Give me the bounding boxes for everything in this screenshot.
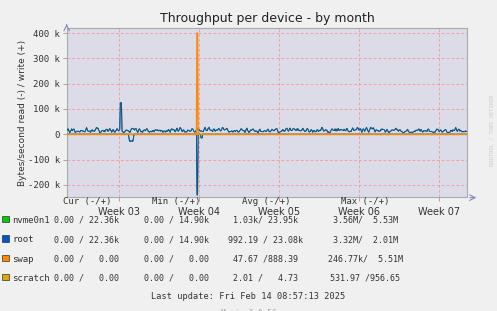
Text: 0.00 /   0.00: 0.00 / 0.00 xyxy=(144,274,209,283)
Text: Avg (-/+): Avg (-/+) xyxy=(242,197,290,206)
Y-axis label: Bytes/second read (-) / write (+): Bytes/second read (-) / write (+) xyxy=(17,40,26,186)
Text: swap: swap xyxy=(12,254,34,263)
Text: root: root xyxy=(12,235,34,244)
Text: 0.00 /   0.00: 0.00 / 0.00 xyxy=(55,254,119,263)
Text: Max (-/+): Max (-/+) xyxy=(341,197,390,206)
Text: Last update: Fri Feb 14 08:57:13 2025: Last update: Fri Feb 14 08:57:13 2025 xyxy=(152,291,345,300)
Text: 0.00 / 14.90k: 0.00 / 14.90k xyxy=(144,216,209,225)
Text: Min (-/+): Min (-/+) xyxy=(152,197,201,206)
Text: 0.00 / 22.36k: 0.00 / 22.36k xyxy=(55,235,119,244)
Text: 0.00 / 22.36k: 0.00 / 22.36k xyxy=(55,216,119,225)
Text: 0.00 /   0.00: 0.00 / 0.00 xyxy=(55,274,119,283)
Title: Throughput per device - by month: Throughput per device - by month xyxy=(160,12,375,26)
Text: 0.00 /   0.00: 0.00 / 0.00 xyxy=(144,254,209,263)
Text: 47.67 /888.39: 47.67 /888.39 xyxy=(234,254,298,263)
Text: Cur (-/+): Cur (-/+) xyxy=(63,197,111,206)
Text: 992.19 / 23.08k: 992.19 / 23.08k xyxy=(229,235,303,244)
Text: 1.03k/ 23.95k: 1.03k/ 23.95k xyxy=(234,216,298,225)
Text: 531.97 /956.65: 531.97 /956.65 xyxy=(331,274,400,283)
Text: 246.77k/  5.51M: 246.77k/ 5.51M xyxy=(328,254,403,263)
Text: 3.56M/  5.53M: 3.56M/ 5.53M xyxy=(333,216,398,225)
Text: 3.32M/  2.01M: 3.32M/ 2.01M xyxy=(333,235,398,244)
Text: nvme0n1: nvme0n1 xyxy=(12,216,50,225)
Text: scratch: scratch xyxy=(12,274,50,283)
Text: Munin 2.0.56: Munin 2.0.56 xyxy=(221,309,276,311)
Text: RRDTOOL / TOBI OETIKER: RRDTOOL / TOBI OETIKER xyxy=(490,95,495,166)
Text: 2.01 /   4.73: 2.01 / 4.73 xyxy=(234,274,298,283)
Text: 0.00 / 14.90k: 0.00 / 14.90k xyxy=(144,235,209,244)
